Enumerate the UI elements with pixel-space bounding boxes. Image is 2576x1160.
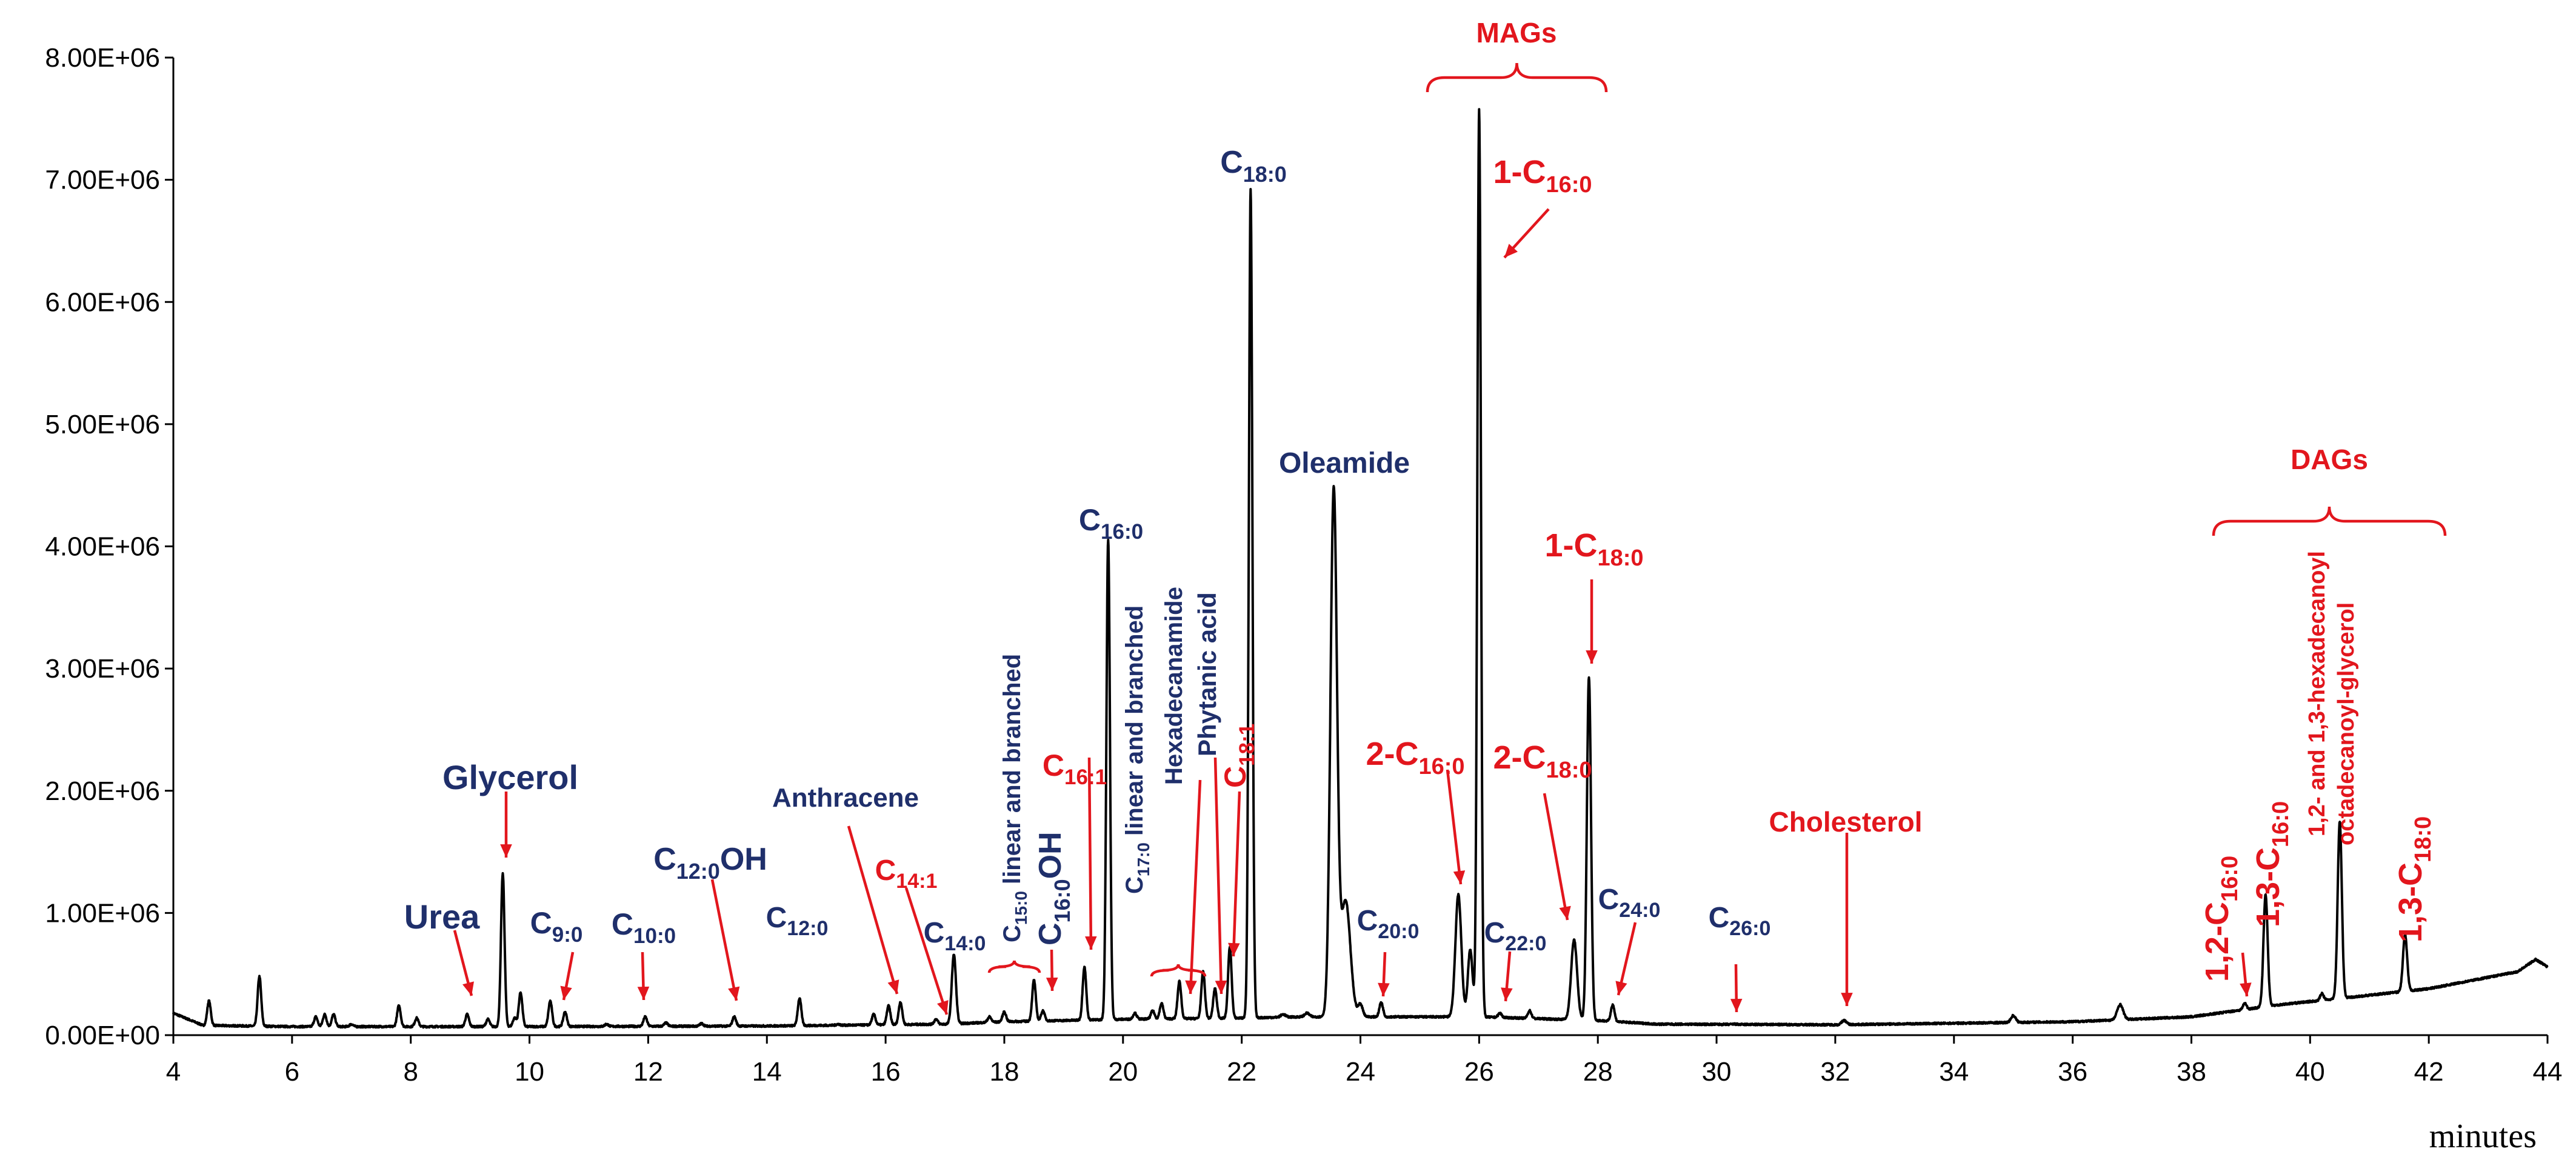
1c16-arrow [1503, 208, 1550, 259]
annotation-label-c12: C12:0 [766, 902, 829, 940]
annotation-labels: Urea Glycerol C9:0 C10:0 C12:0OH C12:0 Anthrac… [404, 17, 2436, 982]
y-tick-label: 6.00E+06 [45, 287, 160, 317]
c9-arrow [560, 952, 575, 1001]
x-tick-label: 28 [1583, 1057, 1613, 1087]
y-tick-label: 1.00E+06 [45, 898, 160, 928]
annotation-label-c14_1: C14:1 [875, 855, 938, 893]
y-tick-label: 5.00E+06 [45, 410, 160, 439]
x-tick-label: 4 [166, 1057, 181, 1087]
hexadecanamide-arrow [1185, 779, 1202, 995]
x-tick-label: 10 [515, 1057, 544, 1087]
y-tick-label: 3.00E+06 [45, 654, 160, 684]
c17-bracket [1150, 964, 1207, 977]
annotation-label-cholesterol: Cholesterol [1769, 806, 1922, 838]
2c16-arrow [1446, 769, 1466, 885]
urea-arrow [453, 930, 474, 996]
annotation-label-c17: C17:0 linear and branched [1121, 605, 1153, 894]
annotation-label-2c18: 2-C18:0 [1493, 739, 1592, 783]
c18_1-arrow [1228, 791, 1241, 957]
dags-bracket [2212, 506, 2447, 536]
x-tick-label: 16 [871, 1057, 901, 1087]
annotation-label-hexoct1: 1,2- and 1,3-hexadecanoyl [2304, 551, 2330, 836]
mags-bracket [1426, 62, 1608, 93]
x-tick-label: 38 [2177, 1057, 2206, 1087]
annotation-label-c14: C14:0 [924, 917, 986, 955]
glycerol-arrow [500, 792, 512, 858]
annotation-label-c15: C15:0 linear and branched [999, 654, 1030, 942]
12c16-arrow [2240, 952, 2252, 997]
c16oh-arrow [1046, 949, 1058, 992]
annotation-label-c16oh: C16:0OH [1033, 832, 1075, 945]
c24-arrow [1615, 922, 1637, 996]
phytanic-arrow [1213, 757, 1227, 995]
axes: 0.00E+00 1.00E+06 2.00E+06 3.00E+06 4.00E+06… [45, 43, 2562, 1155]
x-tick-label: 26 [1464, 1057, 1494, 1087]
1c18-arrow [1586, 579, 1598, 664]
y-tick-label: 2.00E+06 [45, 776, 160, 806]
x-tick-label: 36 [2058, 1057, 2087, 1087]
x-tick-label: 20 [1108, 1057, 1138, 1087]
y-tick-label: 4.00E+06 [45, 532, 160, 562]
x-tick-label: 22 [1227, 1057, 1256, 1087]
annotation-label-13c18: 1,3-C18:0 [2392, 816, 2436, 942]
x-tick-label: 32 [1820, 1057, 1850, 1087]
annotation-label-2c16: 2-C16:0 [1366, 736, 1464, 779]
annotation-label-c9: C9:0 [530, 906, 583, 947]
c10-arrow [637, 952, 650, 1001]
anthracene-arrow [847, 825, 899, 995]
c15-bracket [987, 960, 1041, 973]
annotation-label-oleamide: Oleamide [1279, 447, 1410, 479]
annotation-label-c20: C20:0 [1357, 905, 1420, 943]
chromatogram-trace [172, 108, 2549, 1029]
annotation-arrows [453, 62, 2447, 1015]
y-tick-label: 8.00E+06 [45, 43, 160, 73]
x-tick-label: 14 [752, 1057, 782, 1087]
annotation-label-13c16: 1,3-C16:0 [2250, 801, 2294, 927]
annotation-label-c24: C24:0 [1598, 884, 1661, 922]
c14_1-arrow [904, 887, 949, 1015]
x-tick-label: 44 [2533, 1057, 2563, 1087]
x-tick-label: 42 [2414, 1057, 2444, 1087]
x-tick-label: 30 [1702, 1057, 1732, 1087]
annotation-label-c22: C22:0 [1484, 917, 1547, 955]
c20-arrow [1378, 952, 1390, 997]
x-tick-label: 12 [633, 1057, 663, 1087]
cholesterol-arrow [1841, 833, 1853, 1006]
c26-arrow [1730, 964, 1743, 1013]
c22-arrow [1501, 951, 1513, 1002]
x-tick-label: 24 [1346, 1057, 1375, 1087]
annotation-label-dags: DAGs [2291, 444, 2368, 475]
x-tick-label: 34 [1939, 1057, 1969, 1087]
annotation-label-c10: C10:0 [612, 907, 676, 948]
annotation-label-1c16: 1-C16:0 [1493, 154, 1592, 198]
annotation-label-glycerol: Glycerol [442, 758, 578, 796]
annotation-label-hexoct2: octadecanoyl-glycerol [2334, 602, 2359, 845]
annotation-label-phytanic: Phytanic acid [1193, 592, 1221, 756]
y-tick-label: 0.00E+00 [45, 1021, 160, 1050]
annotation-label-hexadecanamide: Hexadecanamide [1161, 587, 1187, 785]
annotation-label-c18: C18:0 [1220, 145, 1287, 187]
c16_1-arrow [1085, 757, 1097, 950]
annotation-label-c18_1: C18:1 [1218, 724, 1259, 788]
x-tick-label: 40 [2295, 1057, 2325, 1087]
x-tick-label: 18 [989, 1057, 1019, 1087]
x-tick-label: 8 [403, 1057, 418, 1087]
c12oh-arrow [710, 879, 740, 1001]
annotation-label-anthracene: Anthracene [772, 783, 919, 813]
x-axis-title: minutes [2429, 1118, 2537, 1155]
y-tick-label: 7.00E+06 [45, 165, 160, 195]
trace-layer [172, 108, 2549, 1029]
annotation-label-1c18: 1-C18:0 [1544, 527, 1643, 571]
x-tick-label: 6 [285, 1057, 299, 1087]
annotation-label-c12oh: C12:0OH [653, 842, 767, 884]
annotation-label-urea: Urea [404, 898, 480, 936]
annotation-label-c16: C16:0 [1079, 503, 1143, 544]
annotation-label-c16_1: C16:1 [1043, 748, 1107, 789]
annotation-label-12c16: 1,2-C16:0 [2199, 856, 2243, 982]
annotation-label-c26: C26:0 [1709, 902, 1771, 940]
annotation-label-mags: MAGs [1477, 17, 1557, 48]
2c18-arrow [1543, 793, 1571, 921]
